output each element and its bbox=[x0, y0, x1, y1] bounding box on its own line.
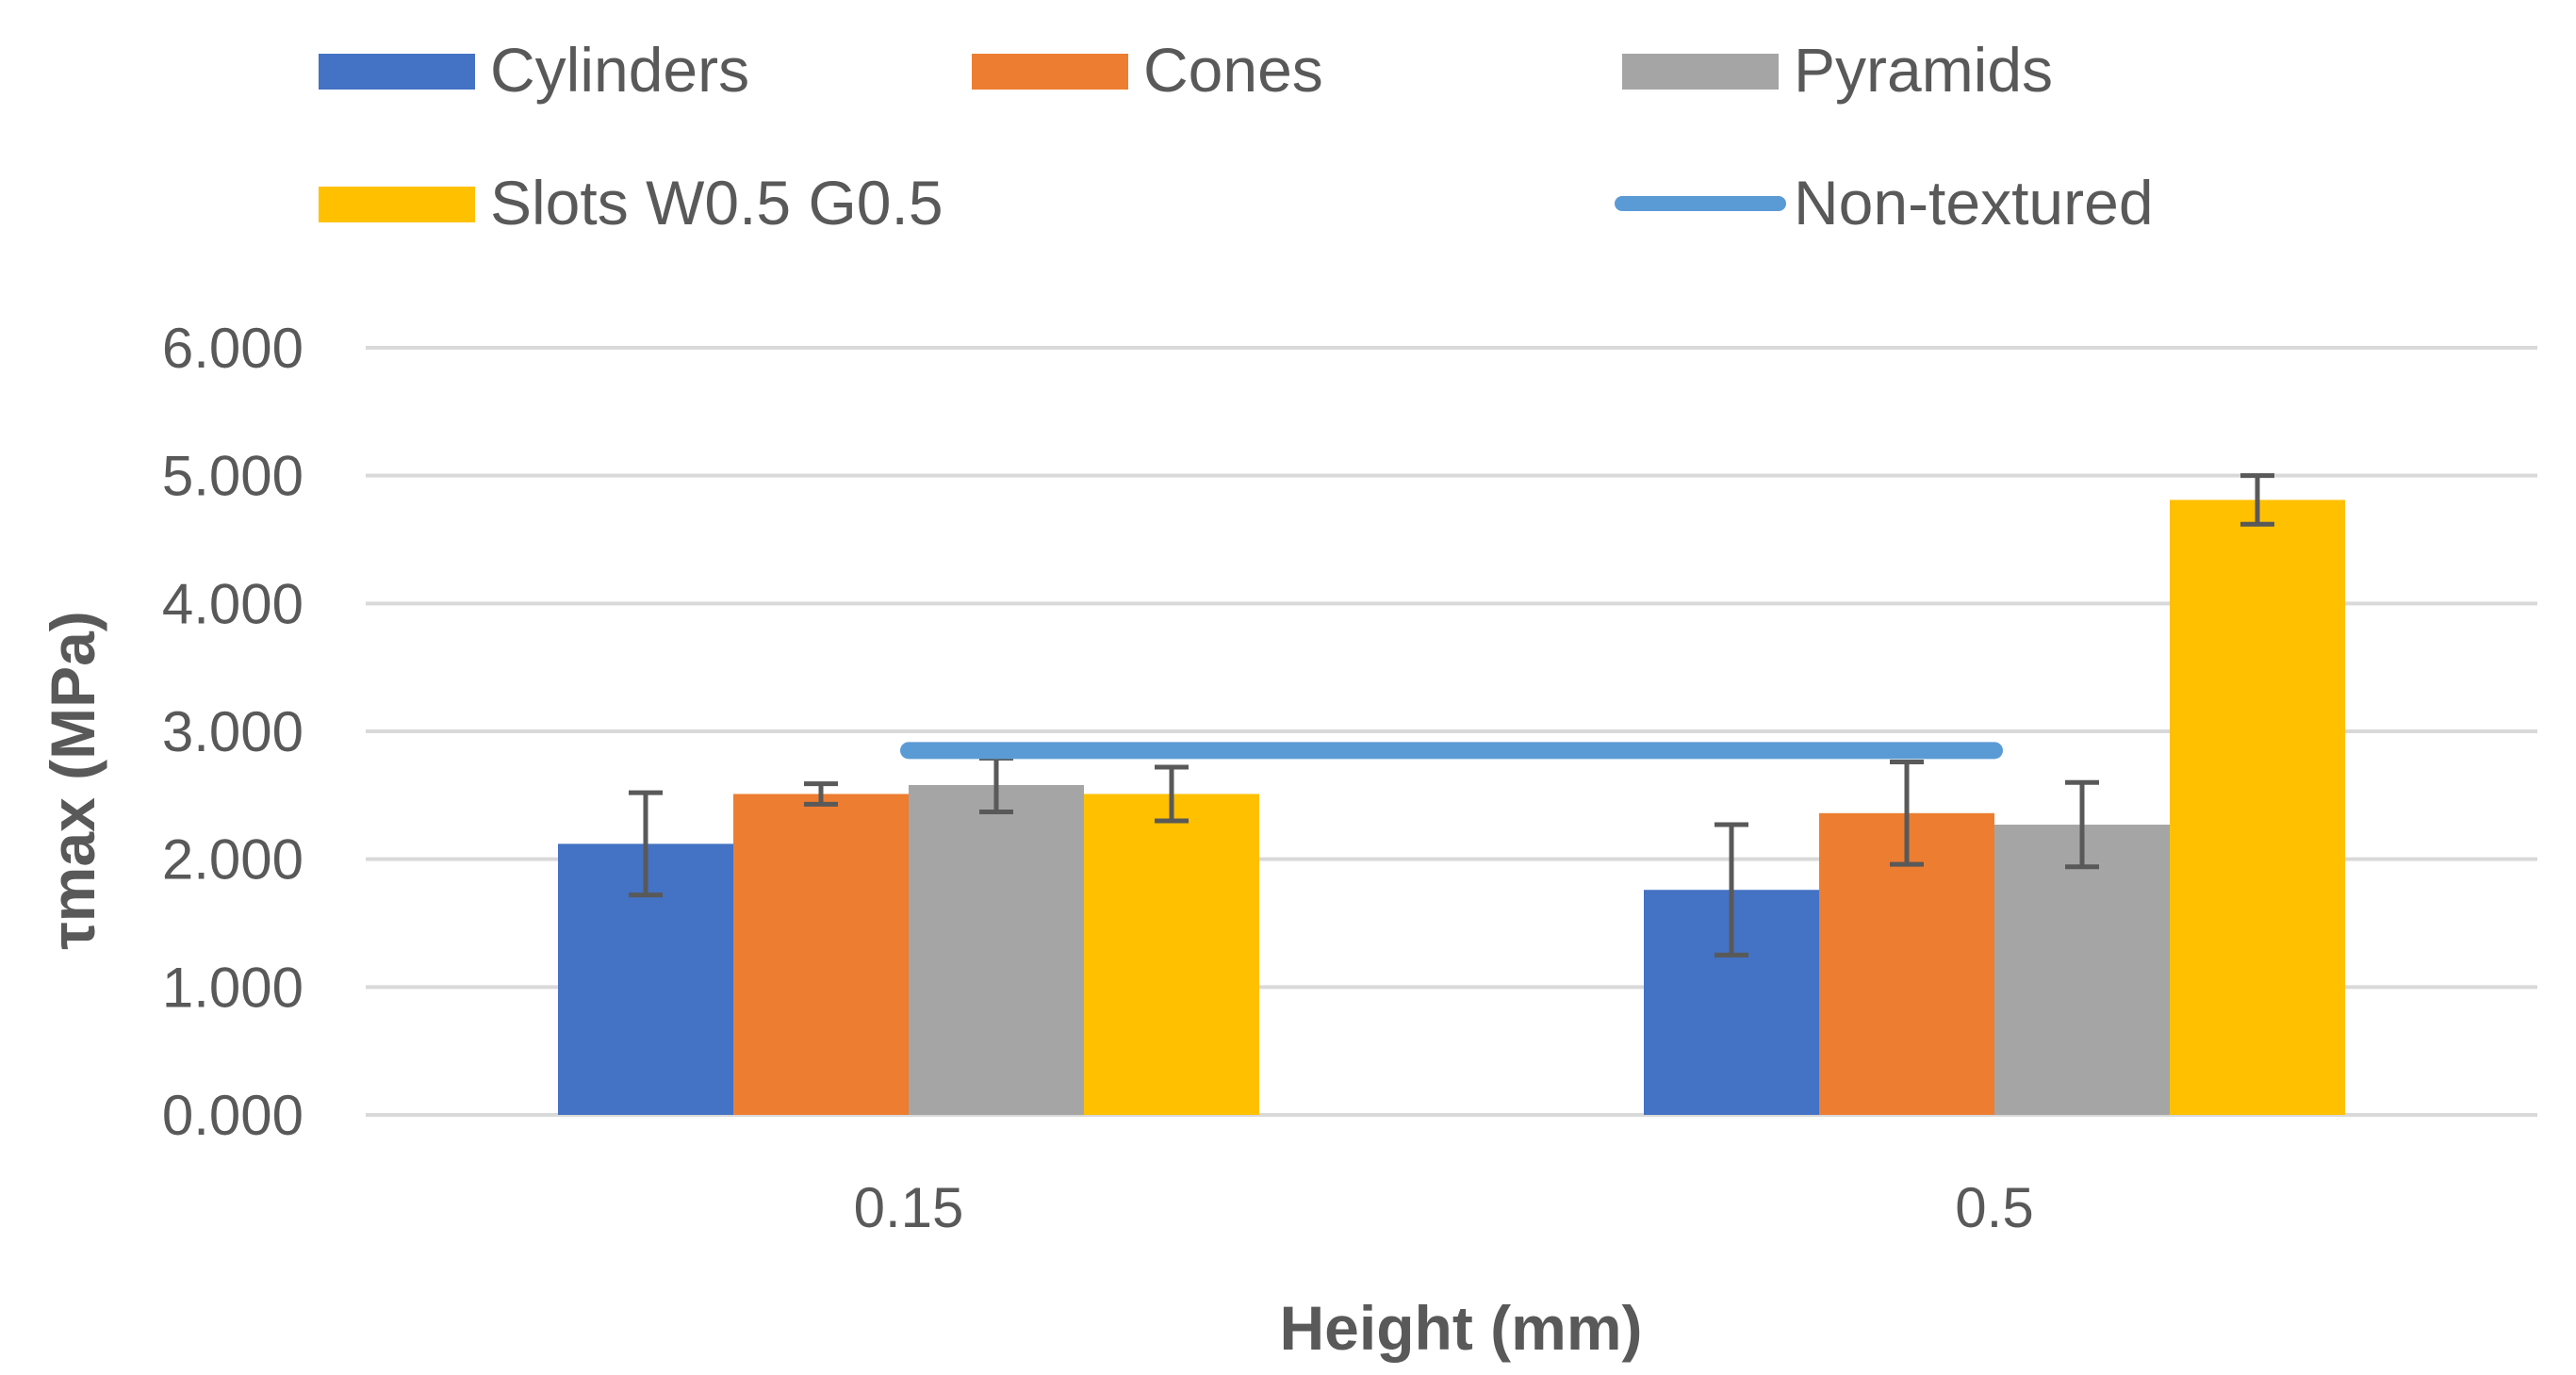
legend-item: Cylinders bbox=[319, 35, 749, 105]
legend-swatch bbox=[1622, 54, 1779, 90]
legend-label: Slots W0.5 G0.5 bbox=[490, 168, 943, 237]
x-axis-title: Height (mm) bbox=[1280, 1293, 1643, 1363]
error-bar bbox=[2065, 779, 2099, 870]
legend-label: Cylinders bbox=[490, 35, 749, 105]
y-tick-label: 4.000 bbox=[162, 572, 304, 635]
error-bar bbox=[2240, 473, 2274, 527]
y-tick-label: 1.000 bbox=[162, 956, 304, 1019]
legend-label: Cones bbox=[1143, 35, 1323, 105]
x-axis-ticks: 0.15 0.5 bbox=[854, 1176, 2034, 1239]
legend-item: Pyramids bbox=[1622, 35, 2053, 105]
y-axis-title: τmax (MPa) bbox=[38, 611, 107, 950]
legend-item: Non-textured bbox=[1615, 168, 2154, 237]
bar-slots-w0-5-g0-5-0.5 bbox=[2170, 499, 2345, 1115]
legend-item: Slots W0.5 G0.5 bbox=[319, 168, 943, 237]
error-bar bbox=[1155, 764, 1189, 824]
bar-cones-0.15 bbox=[733, 794, 909, 1115]
bar-slots-w0-5-g0-5-0.15 bbox=[1084, 794, 1259, 1115]
x-tick-label: 0.15 bbox=[854, 1176, 964, 1239]
legend-item: Cones bbox=[972, 35, 1323, 105]
y-tick-label: 3.000 bbox=[162, 700, 304, 763]
legend-swatch bbox=[319, 54, 475, 90]
legend-label: Non-textured bbox=[1794, 168, 2154, 237]
error-bar bbox=[804, 781, 838, 807]
error-bars bbox=[629, 473, 2274, 958]
legend: Cylinders Cones Pyramids Slots W0.5 G0.5 Non… bbox=[319, 35, 2154, 237]
y-tick-label: 5.000 bbox=[162, 445, 304, 508]
y-tick-label: 0.000 bbox=[162, 1084, 304, 1147]
y-tick-label: 6.000 bbox=[162, 317, 304, 380]
error-bar bbox=[1890, 760, 1924, 867]
error-bar bbox=[629, 790, 663, 898]
legend-label: Pyramids bbox=[1794, 35, 2053, 105]
x-tick-label: 0.5 bbox=[1955, 1176, 2033, 1239]
y-axis-ticks: 0.000 1.000 2.000 3.000 4.000 5.000 6.000 bbox=[162, 317, 304, 1147]
legend-swatch bbox=[319, 187, 475, 222]
bar-pyramids-0.5 bbox=[1994, 825, 2170, 1115]
legend-swatch bbox=[972, 54, 1128, 90]
bar-pyramids-0.15 bbox=[909, 784, 1084, 1115]
bars bbox=[558, 499, 2345, 1115]
error-bar bbox=[1715, 822, 1748, 958]
y-tick-label: 2.000 bbox=[162, 828, 304, 892]
